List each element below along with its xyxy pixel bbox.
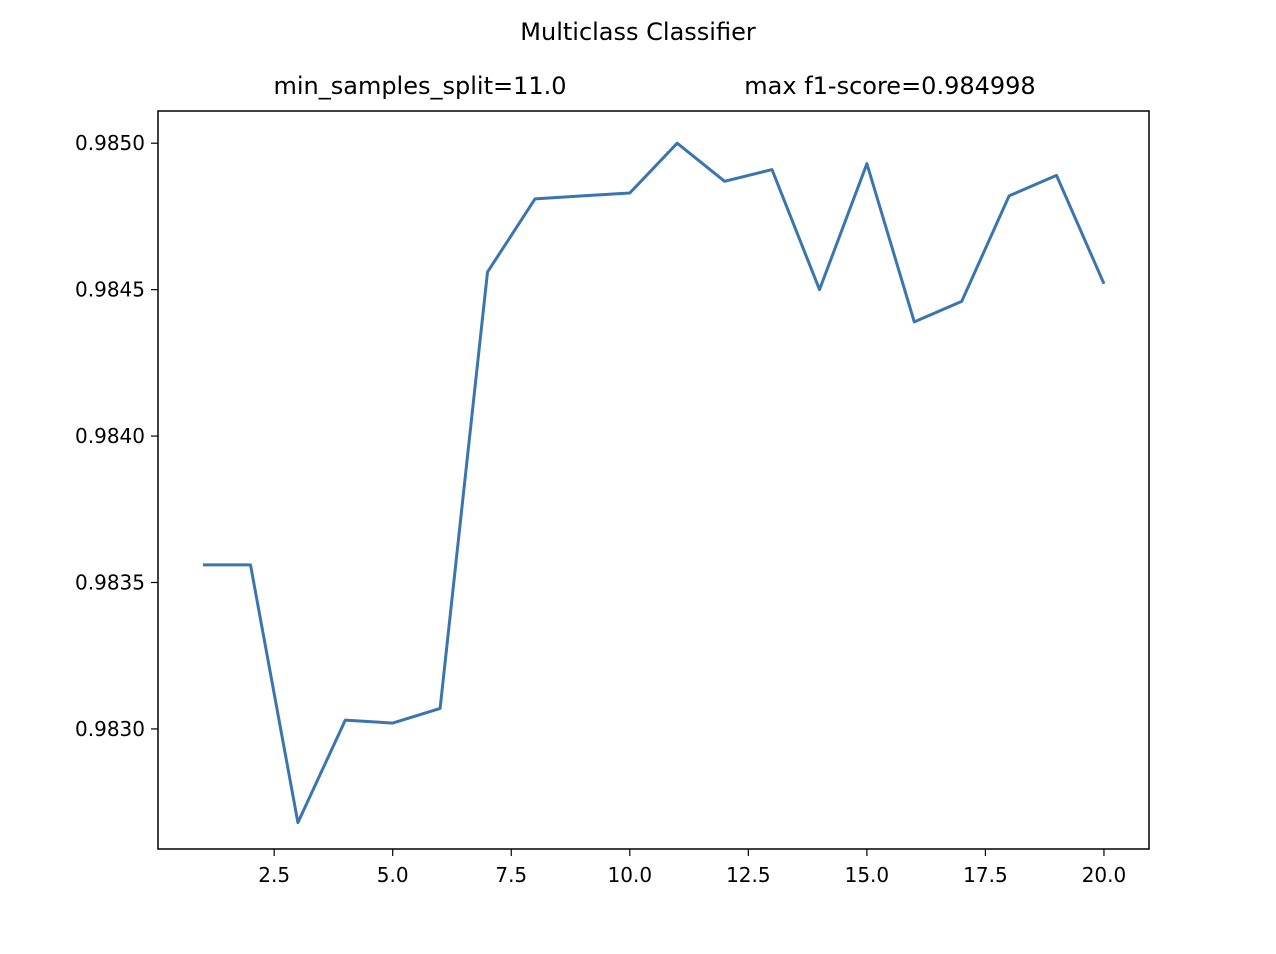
- x-tick-label: 20.0: [1082, 863, 1127, 887]
- x-tick-label: 2.5: [258, 863, 290, 887]
- plot-area: [203, 141, 1106, 825]
- x-axis: 2.5 5.0 7.5 10.0 12.5 15.0 17.5 20.0: [258, 849, 1126, 887]
- x-tick-label: 5.0: [377, 863, 409, 887]
- x-tick-label: 15.0: [845, 863, 890, 887]
- x-tick-label: 17.5: [963, 863, 1008, 887]
- chart-title: Multiclass Classifier: [520, 18, 756, 46]
- chart-subtitle-right: max f1-score=0.984998: [744, 72, 1035, 100]
- y-tick-label: 0.9835: [75, 571, 145, 595]
- x-tick-label: 10.0: [608, 863, 653, 887]
- y-tick-label: 0.9845: [75, 278, 145, 302]
- plot-frame: [157, 110, 1150, 850]
- y-tick-label: 0.9850: [75, 131, 145, 155]
- y-axis: 0.9830 0.9835 0.9840 0.9845 0.9850: [75, 131, 158, 741]
- chart-subtitle-left: min_samples_split=11.0: [273, 72, 566, 100]
- x-tick-label: 12.5: [726, 863, 771, 887]
- y-tick-label: 0.9840: [75, 424, 145, 448]
- y-tick-label: 0.9830: [75, 717, 145, 741]
- series-line: [203, 141, 1106, 825]
- x-tick-label: 7.5: [495, 863, 527, 887]
